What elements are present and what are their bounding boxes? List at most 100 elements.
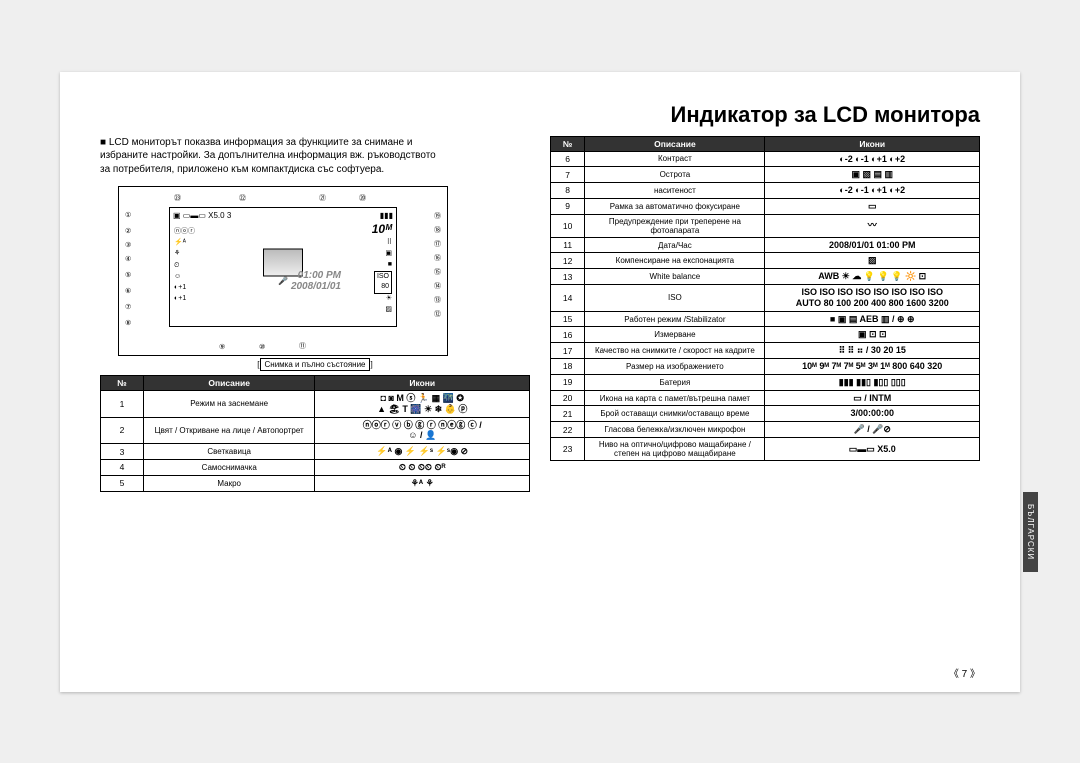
row-num: 12 <box>551 253 585 269</box>
table-row: 18Размер на изображението10ᴹ 9ᴹ 7ᴹ 7ᴹ 5ᴹ… <box>551 359 980 375</box>
table-row: 11Дата/Час2008/01/01 01:00 PM <box>551 237 980 253</box>
row-num: 11 <box>551 237 585 253</box>
row-desc: ISO <box>585 285 765 312</box>
row-desc: Ниво на оптично/цифрово мащабиране / сте… <box>585 438 765 461</box>
row-num: 18 <box>551 359 585 375</box>
row-num: 1 <box>101 391 144 418</box>
callout-left-3: ③ <box>125 241 131 249</box>
callout-bottom-9: ⑨ <box>219 343 225 351</box>
col-icons: Икони <box>765 136 980 151</box>
row-desc: Компенсиране на експонацията <box>585 253 765 269</box>
callout-right-17: ⑰ <box>434 239 441 249</box>
table-row: 13White balanceAWB ☀ ☁ 💡 💡 💡 🔆 ⊡ <box>551 269 980 285</box>
intro-line-1: LCD мониторът показва информация за функ… <box>109 137 413 148</box>
table-row: 17Качество на снимките / скорост на кадр… <box>551 343 980 359</box>
row-num: 5 <box>101 475 144 491</box>
row-desc: Макро <box>143 475 315 491</box>
callout-left-5: ⑤ <box>125 271 131 279</box>
callout-bottom-10: ⑩ <box>259 343 265 351</box>
table-row: 12Компенсиране на експонацията▨ <box>551 253 980 269</box>
col-num: № <box>551 136 585 151</box>
row-num: 14 <box>551 285 585 312</box>
page-number: 《 7 》 <box>949 665 980 680</box>
table-row: 19Батерия▮▮▮ ▮▮▯ ▮▯▯ ▯▯▯ <box>551 374 980 390</box>
row-desc: наситеност <box>585 183 765 199</box>
table-row: 10Предупреждение при треперене на фотоап… <box>551 214 980 237</box>
row-icons: ▭ / INTM <box>765 390 980 406</box>
row-icons: ▭▬▭ X5.0 <box>765 438 980 461</box>
row-desc: Икона на карта с памет/вътрешна памет <box>585 390 765 406</box>
row-desc: Контраст <box>585 151 765 167</box>
col-desc: Описание <box>143 376 315 391</box>
table-row: 4Самоснимачка⏲ ⏲ ⏲⏲ ⏲ᴿ <box>101 459 530 475</box>
row-num: 8 <box>551 183 585 199</box>
row-desc: Цвят / Откриване на лице / Автопортрет <box>143 417 315 444</box>
row-desc: Предупреждение при треперене на фотоапар… <box>585 214 765 237</box>
table-row: 6Контраст◐-2 ◐-1 ◐+1 ◐+2 <box>551 151 980 167</box>
row-icons: ⚡ᴬ ◉ ⚡ ⚡ˢ ⚡ˢ◉ ⊘ <box>315 444 530 460</box>
row-desc: Измерване <box>585 327 765 343</box>
callout-top-23: ㉓ <box>174 193 181 203</box>
row-icons: ▭ <box>765 198 980 214</box>
row-icons: ▨ <box>765 253 980 269</box>
row-icons: ◐-2 ◐-1 ◐+1 ◐+2 <box>765 183 980 199</box>
row-desc: Рамка за автоматично фокусиране <box>585 198 765 214</box>
row-num: 2 <box>101 417 144 444</box>
row-icons: ◐-2 ◐-1 ◐+1 ◐+2 <box>765 151 980 167</box>
callout-left-2: ② <box>125 227 131 235</box>
callout-right-19: ⑲ <box>434 211 441 221</box>
callout-top-20: ⑳ <box>359 193 366 203</box>
row-desc: Батерия <box>585 374 765 390</box>
manual-page: Индикатор за LCD монитора ■ LCD мониторъ… <box>60 72 1020 692</box>
row-num: 21 <box>551 406 585 422</box>
row-desc: Гласова бележка/изключен микрофон <box>585 422 765 438</box>
row-desc: Дата/Час <box>585 237 765 253</box>
callout-left-7: ⑦ <box>125 303 131 311</box>
callout-left-4: ④ <box>125 255 131 263</box>
info-table-right: № Описание Икони 6Контраст◐-2 ◐-1 ◐+1 ◐+… <box>550 136 980 462</box>
content-columns: ■ LCD мониторът показва информация за фу… <box>100 136 980 492</box>
shots-remaining-icon: 10ᴹ <box>372 222 392 236</box>
table-row: 7Острота▣ ▧ ▤ ▥ <box>551 167 980 183</box>
bullet: ■ <box>100 137 106 148</box>
diagram-caption: [Снимка и пълно състояние] <box>100 360 530 369</box>
page-title: Индикатор за LCD монитора <box>100 102 980 128</box>
row-desc: Светкавица <box>143 444 315 460</box>
lcd-time: 01:00 PM <box>291 270 341 281</box>
table-row: 15Работен режим /Stabilizator■ ▣ ▤ AEB ▥… <box>551 311 980 327</box>
intro-line-3: за потребителя, приложено към компактдис… <box>100 164 384 175</box>
left-column: ■ LCD мониторът показва информация за фу… <box>100 136 530 492</box>
row-num: 13 <box>551 269 585 285</box>
language-tab: БЪЛГАРСКИ <box>1023 492 1038 572</box>
row-icons: ▣ ⊡ ⊡ <box>765 327 980 343</box>
row-icons: AWB ☀ ☁ 💡 💡 💡 🔆 ⊡ <box>765 269 980 285</box>
callout-right-12: ⑫ <box>434 309 441 319</box>
lcd-date: 2008/01/01 <box>291 281 341 292</box>
callout-right-13: ⑬ <box>434 295 441 305</box>
table-row: 16Измерване▣ ⊡ ⊡ <box>551 327 980 343</box>
row-num: 16 <box>551 327 585 343</box>
callout-right-15: ⑮ <box>434 267 441 277</box>
table-row: 9Рамка за автоматично фокусиране▭ <box>551 198 980 214</box>
callout-right-18: ⑱ <box>434 225 441 235</box>
table-row: 14ISOISO ISO ISO ISO ISO ISO ISO ISOAUTO… <box>551 285 980 312</box>
callout-left-6: ⑥ <box>125 287 131 295</box>
row-num: 23 <box>551 438 585 461</box>
row-num: 22 <box>551 422 585 438</box>
row-icons: ▣ ▧ ▤ ▥ <box>765 167 980 183</box>
row-desc: Режим на заснемане <box>143 391 315 418</box>
callout-right-14: ⑭ <box>434 281 441 291</box>
row-icons: ISO ISO ISO ISO ISO ISO ISO ISOAUTO 80 1… <box>765 285 980 312</box>
row-num: 7 <box>551 167 585 183</box>
table-row: 2Цвят / Откриване на лице / Автопортретⓝ… <box>101 417 530 444</box>
table-row: 1Режим на заснемане◘ ◙ M ⓢ 🏃 ▦ 🌃 ✪▲ 🏖 T … <box>101 391 530 418</box>
lcd-datetime: 01:00 PM 2008/01/01 <box>291 270 341 292</box>
row-num: 15 <box>551 311 585 327</box>
row-icons: ◘ ◙ M ⓢ 🏃 ▦ 🌃 ✪▲ 🏖 T 🎆 ☀ ❄ 👶 ⓟ <box>315 391 530 418</box>
info-table-left: № Описание Икони 1Режим на заснемане◘ ◙ … <box>100 375 530 492</box>
right-column: № Описание Икони 6Контраст◐-2 ◐-1 ◐+1 ◐+… <box>550 136 980 492</box>
row-desc: Самоснимачка <box>143 459 315 475</box>
row-icons: ⚘ᴬ ⚘ <box>315 475 530 491</box>
table-row: 3Светкавица⚡ᴬ ◉ ⚡ ⚡ˢ ⚡ˢ◉ ⊘ <box>101 444 530 460</box>
row-icons: ⓝⓞⓡ ⓥ ⓑ ⓖ ⓡ ⓝⓔⓖ ⓒ /☺ / 👤 <box>315 417 530 444</box>
